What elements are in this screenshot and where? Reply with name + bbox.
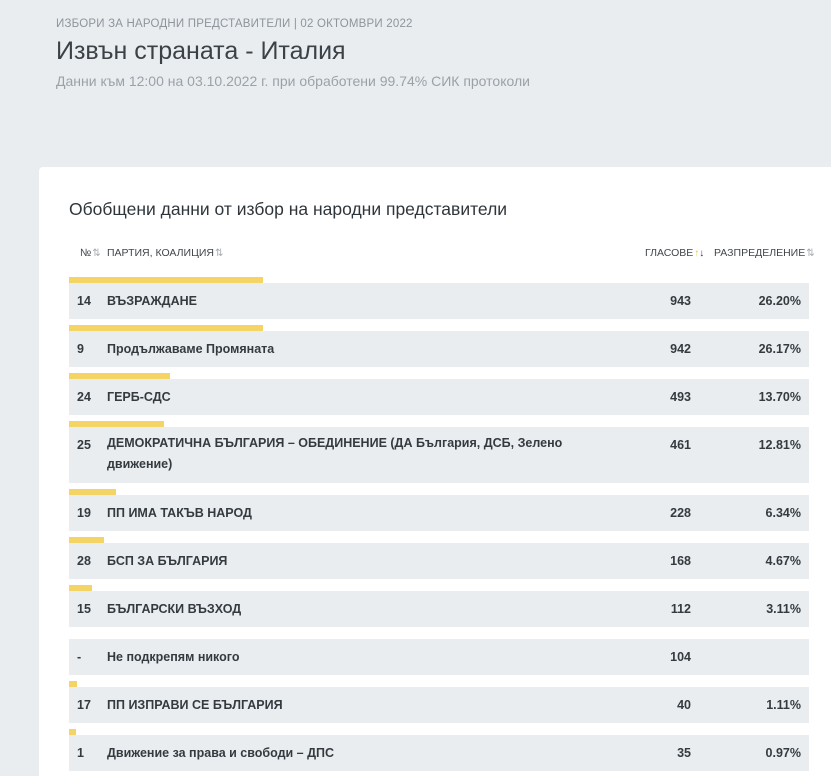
party-name: ПП ИМА ТАКЪВ НАРОД — [107, 506, 252, 520]
vote-count: 942 — [670, 342, 691, 356]
share-bar — [69, 373, 170, 379]
column-header-number-label: № — [80, 247, 92, 259]
party-name: ДЕМОКРАТИЧНА БЪЛГАРИЯ – ОБЕДИНЕНИЕ (ДА Б… — [107, 436, 563, 471]
vote-share: 13.70% — [758, 390, 801, 404]
vote-count: 35 — [677, 746, 691, 760]
table-row[interactable]: 1 Движение за права и свободи – ДПС 35 0.97… — [69, 735, 809, 771]
share-bar — [69, 729, 76, 735]
share-bar — [69, 421, 164, 427]
party-number: - — [77, 650, 82, 664]
column-header-votes-label: ГЛАСОВЕ — [645, 247, 694, 259]
party-name: БСП ЗА БЪЛГАРИЯ — [107, 554, 228, 568]
party-name: ВЪЗРАЖДАНЕ — [107, 294, 197, 308]
party-name: БЪЛГАРСКИ ВЪЗХОД — [107, 602, 242, 616]
party-number: 15 — [77, 602, 91, 616]
column-header-votes[interactable]: ГЛАСОВЕ↑↓ — [645, 247, 704, 259]
sort-descending-icon[interactable]: ↑↓ — [694, 248, 705, 259]
party-number: 1 — [77, 746, 84, 760]
sort-icon[interactable]: ⇅ — [806, 248, 815, 259]
vote-count: 228 — [670, 506, 691, 520]
vote-count: 40 — [677, 698, 691, 712]
vote-count: 112 — [670, 602, 691, 616]
party-number: 17 — [77, 698, 91, 712]
page-title: Извън страната - Италия — [56, 37, 346, 65]
table-row[interactable]: - Не подкрепям никого 104 — [69, 639, 809, 675]
table-row[interactable]: 28 БСП ЗА БЪЛГАРИЯ 168 4.67% — [69, 543, 809, 579]
column-header-number[interactable]: №⇅ — [80, 247, 101, 259]
results-card-title: Обобщени данни от избор на народни предс… — [69, 199, 508, 219]
table-row[interactable]: 25 ДЕМОКРАТИЧНА БЪЛГАРИЯ – ОБЕДИНЕНИЕ (ДА… — [69, 427, 809, 483]
share-bar — [69, 585, 92, 591]
party-name: ПП ИЗПРАВИ СЕ БЪЛГАРИЯ — [107, 698, 283, 712]
page-header: ИЗБОРИ ЗА НАРОДНИ ПРЕДСТАВИТЕЛИ | 02 ОКТ… — [56, 18, 816, 89]
party-number: 14 — [77, 294, 91, 308]
party-name: Продължаваме Промяната — [107, 342, 275, 356]
table-row[interactable]: 17 ПП ИЗПРАВИ СЕ БЪЛГАРИЯ 40 1.11% — [69, 687, 809, 723]
share-bar — [69, 537, 104, 543]
vote-count: 943 — [670, 294, 691, 308]
column-header-party[interactable]: ПАРТИЯ, КОАЛИЦИЯ⇅ — [107, 247, 223, 259]
party-name: Не подкрепям никого — [107, 650, 240, 664]
party-number: 25 — [77, 438, 91, 452]
party-name: ГЕРБ-СДС — [107, 390, 171, 404]
sort-icon[interactable]: ⇅ — [92, 248, 101, 259]
share-bar — [69, 325, 263, 331]
column-header-party-label: ПАРТИЯ, КОАЛИЦИЯ — [107, 247, 214, 259]
election-eyebrow: ИЗБОРИ ЗА НАРОДНИ ПРЕДСТАВИТЕЛИ | 02 ОКТ… — [56, 18, 413, 30]
party-number: 9 — [77, 342, 84, 356]
table-row[interactable]: 15 БЪЛГАРСКИ ВЪЗХОД 112 3.11% — [69, 591, 809, 627]
share-bar — [69, 277, 263, 283]
party-number: 19 — [77, 506, 91, 520]
table-row[interactable]: 24 ГЕРБ-СДС 493 13.70% — [69, 379, 809, 415]
column-header-distribution-label: РАЗПРЕДЕЛЕНИЕ — [714, 247, 806, 259]
vote-count: 168 — [670, 554, 691, 568]
party-number: 24 — [77, 390, 91, 404]
share-bar — [69, 489, 116, 495]
vote-share: 12.81% — [758, 438, 801, 452]
column-header-distribution[interactable]: РАЗПРЕДЕЛЕНИЕ⇅ — [714, 247, 815, 259]
vote-share: 4.67% — [765, 554, 801, 568]
table-row[interactable]: 9 Продължаваме Промяната 942 26.17% — [69, 331, 809, 367]
sort-icon[interactable]: ⇅ — [214, 248, 224, 259]
table-row[interactable]: 19 ПП ИМА ТАКЪВ НАРОД 228 6.34% — [69, 495, 809, 531]
vote-share: 26.17% — [758, 342, 801, 356]
data-status-subtitle: Данни към 12:00 на 03.10.2022 г. при обр… — [56, 73, 530, 89]
vote-count: 493 — [670, 390, 691, 404]
vote-share: 0.97% — [765, 746, 801, 760]
party-name: Движение за права и свободи – ДПС — [107, 746, 335, 760]
vote-count: 104 — [670, 650, 691, 664]
vote-share: 1.11% — [766, 698, 801, 712]
results-card: Обобщени данни от избор на народни предс… — [39, 167, 831, 776]
share-bar — [69, 681, 77, 687]
vote-share: 26.20% — [758, 294, 801, 308]
vote-share: 3.11% — [766, 602, 801, 616]
vote-share: 6.34% — [765, 506, 801, 520]
vote-count: 461 — [670, 438, 691, 452]
table-row[interactable]: 14 ВЪЗРАЖДАНЕ 943 26.20% — [69, 283, 809, 319]
results-table-header: №⇅ ПАРТИЯ, КОАЛИЦИЯ⇅ ГЛАСОВЕ↑↓ РАЗПРЕДЕЛ… — [69, 247, 815, 263]
party-number: 28 — [77, 554, 91, 568]
